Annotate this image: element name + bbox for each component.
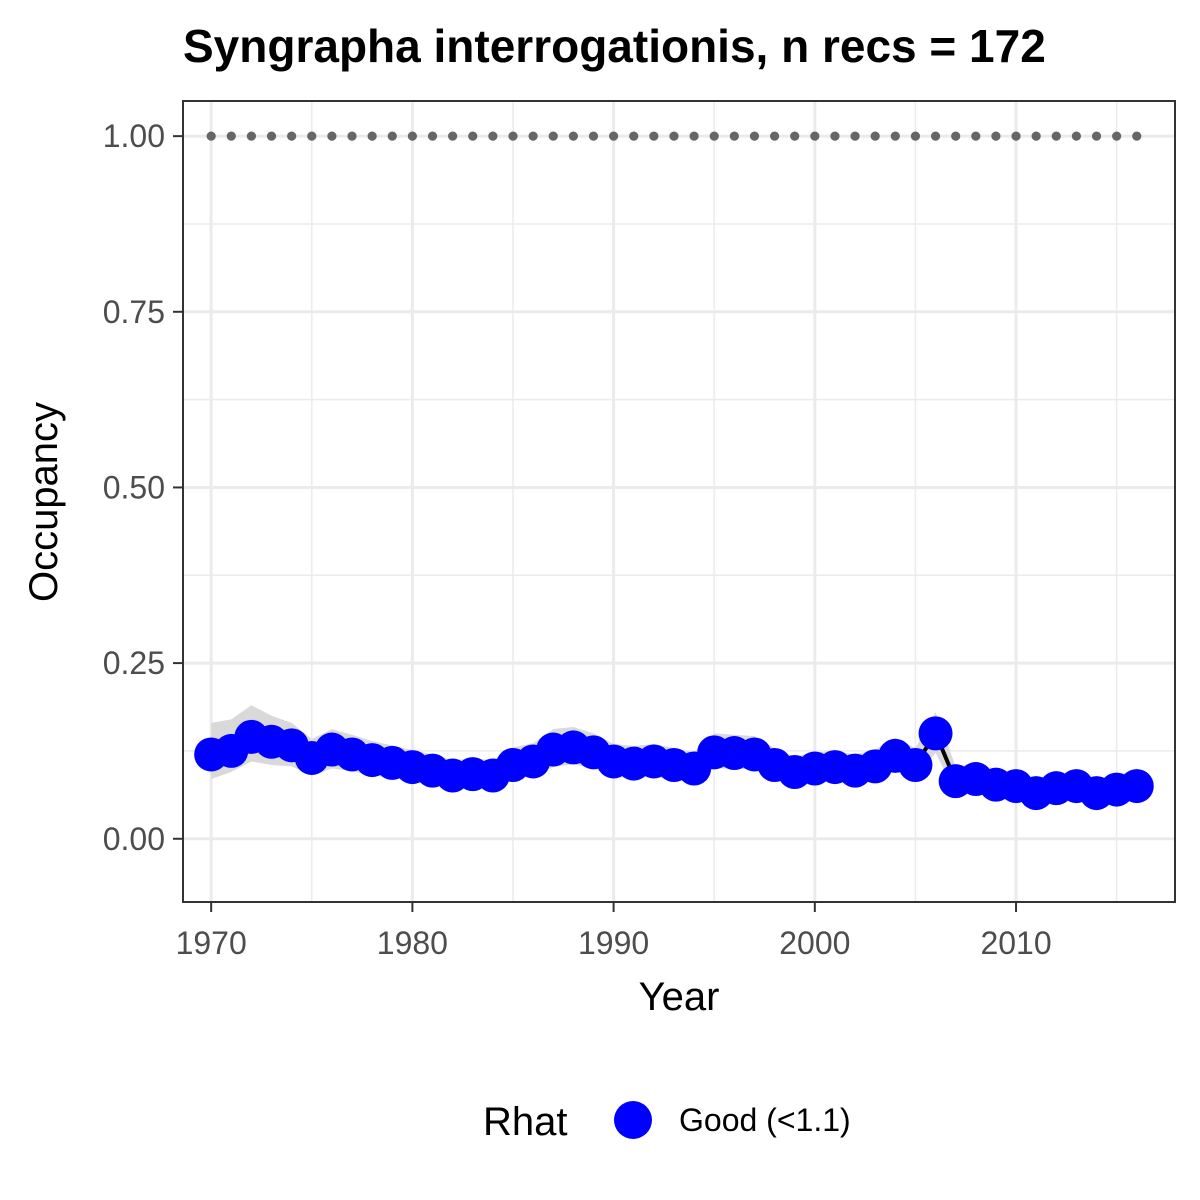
reference-line-dot <box>226 131 236 141</box>
reference-line-dot <box>206 131 216 141</box>
reference-line-dot <box>951 131 961 141</box>
reference-line-dot <box>890 131 900 141</box>
reference-line-dot <box>266 131 277 141</box>
reference-line-dot <box>407 131 417 141</box>
reference-line-dot <box>528 131 538 141</box>
reference-line-dot <box>588 131 599 141</box>
reference-line-dot <box>629 131 639 141</box>
reference-line-dot <box>307 131 317 141</box>
reference-line-dot <box>870 131 880 141</box>
y-tick-label: 0.50 <box>103 469 165 505</box>
reference-line-dot <box>971 131 981 141</box>
reference-line-dot <box>1091 131 1102 141</box>
reference-line-dot <box>1051 131 1061 141</box>
reference-line-dot <box>769 131 780 141</box>
y-tick-label: 1.00 <box>103 118 165 154</box>
reference-line-dot <box>1071 131 1082 141</box>
reference-line-dot <box>468 131 478 141</box>
reference-line-dot <box>246 131 257 141</box>
reference-line-dot <box>609 131 619 141</box>
reference-line-dot <box>810 131 820 141</box>
y-axis-title: Occupancy <box>22 402 66 602</box>
reference-line-dot <box>910 131 921 141</box>
reference-line-dot <box>729 131 739 141</box>
x-axis-title: Year <box>639 975 720 1019</box>
reference-line-dot <box>709 131 719 141</box>
legend-key-good <box>614 1101 652 1139</box>
x-tick-label: 1990 <box>578 925 649 961</box>
reference-line-dot <box>367 131 377 141</box>
y-tick-label: 0.75 <box>103 294 165 330</box>
reference-line-dot <box>1011 131 1021 141</box>
reference-line-dot <box>287 131 297 141</box>
reference-line-dot <box>850 131 860 141</box>
reference-line-dot <box>1031 131 1041 141</box>
reference-line-dot <box>1132 131 1142 141</box>
reference-line-dot <box>488 131 498 141</box>
data-point <box>918 716 953 751</box>
reference-line-dot <box>1112 131 1122 141</box>
reference-line-dot <box>649 131 659 141</box>
plot-panel-border <box>182 100 1176 903</box>
reference-line-dot <box>830 131 840 141</box>
data-points-layer <box>194 716 1154 811</box>
reference-line-dot <box>669 131 679 141</box>
reference-line-dot <box>568 131 578 141</box>
reference-line-dot <box>689 131 699 141</box>
data-point <box>1119 769 1154 804</box>
y-tick-label: 0.25 <box>103 645 165 681</box>
reference-line-layer <box>206 131 1142 141</box>
reference-line-dot <box>930 131 941 141</box>
x-tick-label: 2010 <box>980 925 1051 961</box>
reference-line-dot <box>548 131 558 141</box>
reference-line-dot <box>790 131 800 141</box>
chart-title: Syngrapha interrogationis, n recs = 172 <box>183 20 1046 72</box>
reference-line-dot <box>991 131 1001 141</box>
legend-title: Rhat <box>483 1100 568 1144</box>
x-tick-label: 1970 <box>176 925 247 961</box>
x-axis: 1970 1980 1990 2000 2010 <box>176 902 1052 961</box>
reference-line-dot <box>347 131 357 141</box>
reference-line-dot <box>327 131 337 141</box>
reference-line-dot <box>508 131 518 141</box>
reference-line-dot <box>387 131 397 141</box>
x-tick-label: 1980 <box>377 925 448 961</box>
y-axis: 0.00 0.25 0.50 0.75 1.00 <box>103 118 183 857</box>
reference-line-dot <box>448 131 458 141</box>
y-tick-label: 0.00 <box>103 821 165 857</box>
x-tick-label: 2000 <box>779 925 850 961</box>
data-point <box>898 747 933 782</box>
legend-label-good: Good (<1.1) <box>679 1102 851 1138</box>
legend: Rhat Good (<1.1) <box>483 1100 851 1144</box>
reference-line-dot <box>427 131 438 141</box>
reference-line-dot <box>749 131 760 141</box>
